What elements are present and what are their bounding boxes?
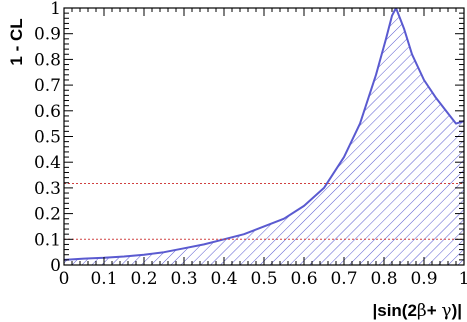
- y-tick-label: 0.1: [34, 230, 61, 250]
- y-tick-label: 0.8: [34, 50, 61, 70]
- y-tick-label: 0.9: [34, 25, 61, 45]
- x-axis-title-prefix: |sin(2: [372, 301, 416, 320]
- x-tick-label: 1: [459, 269, 467, 289]
- y-tick-label: 0.2: [34, 205, 61, 225]
- x-tick-label: 0.7: [330, 269, 357, 289]
- y-tick-label: 0: [50, 256, 61, 276]
- y-tick-label: 0.5: [34, 128, 61, 148]
- x-axis-title-beta: β: [417, 301, 427, 321]
- x-tick-label: 0.9: [410, 269, 437, 289]
- x-tick-label: 0.5: [250, 269, 277, 289]
- x-tick-label: 0.3: [170, 269, 197, 289]
- y-tick-label: 0.6: [34, 102, 61, 122]
- y-tick-label: 1: [50, 0, 61, 19]
- x-axis-title-gamma: γ: [441, 301, 451, 321]
- series-area-fill: [64, 8, 464, 265]
- x-axis-title-suffix: )|: [452, 301, 462, 320]
- series-line: [64, 8, 464, 261]
- axes: [63, 7, 465, 266]
- x-tick-label: 0: [59, 269, 70, 289]
- y-tick-label: 0.7: [34, 76, 61, 96]
- y-tick-label: 0.4: [34, 153, 61, 173]
- x-tick-label: 0.6: [290, 269, 317, 289]
- x-tick-label: 0.2: [130, 269, 157, 289]
- y-tick-label: 0.3: [34, 179, 61, 199]
- x-tick-label: 0.4: [210, 269, 237, 289]
- x-tick-label: 0.1: [90, 269, 117, 289]
- x-tick-label: 0.8: [370, 269, 397, 289]
- tick-labels: 0 0.1 0.2 0.3 0.4 0.5 0.6 0.7 0.8 0.9 1 0 0.1 0.2 0.3 0…: [34, 0, 467, 289]
- plot-area: [64, 8, 464, 265]
- y-axis-title: 1 - CL: [7, 18, 26, 65]
- x-axis-title-plus: +: [427, 301, 442, 320]
- x-axis-title: |sin(2β+ γ)|: [372, 301, 462, 321]
